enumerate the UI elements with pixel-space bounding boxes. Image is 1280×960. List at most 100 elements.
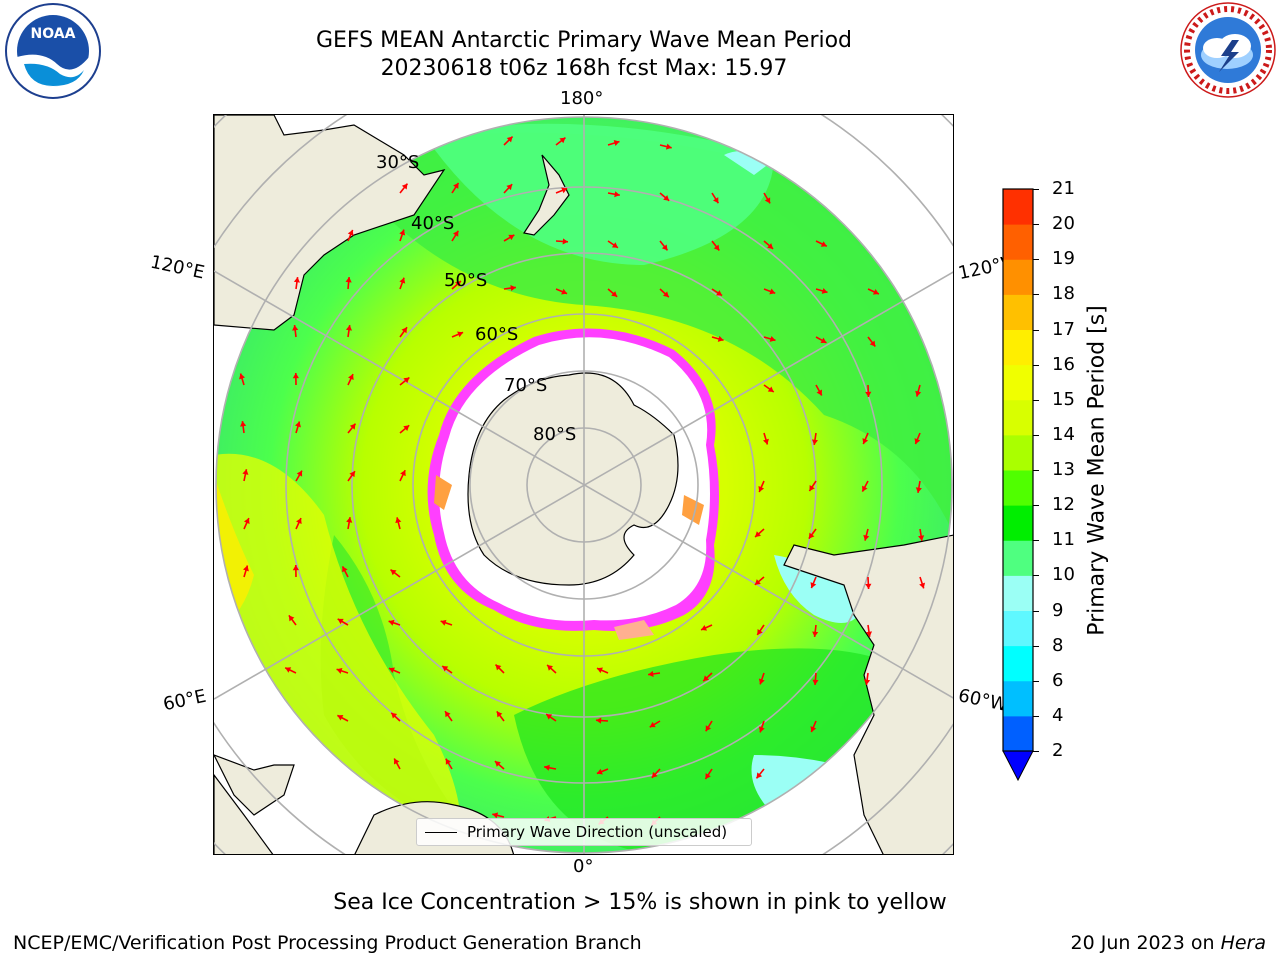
graticule	[214, 115, 953, 854]
wave-arrow-head	[758, 678, 765, 685]
wave-arrow-head	[820, 337, 827, 344]
wave-arrow-head	[596, 667, 603, 674]
colorbar-tick-label: 18	[1052, 283, 1075, 305]
colorbar-band	[1003, 294, 1033, 330]
wave-arrow-head	[767, 386, 774, 392]
wave-direction-arrows	[239, 136, 926, 826]
wave-arrow-head	[757, 628, 763, 635]
lon-label-120e: 120°E	[148, 251, 207, 284]
noaa-logo-icon: NOAA	[5, 3, 101, 99]
lat-label-40s: 40°S	[411, 213, 455, 234]
wave-arrow-head	[400, 470, 406, 477]
wave-arrow-head	[296, 470, 303, 477]
wave-arrow-head	[243, 565, 249, 572]
wave-arrow-head	[455, 280, 461, 287]
wave-arrow-head	[663, 195, 670, 201]
south-america-land	[783, 534, 953, 854]
colorbar-band	[1003, 470, 1033, 506]
colorbar-band	[1003, 399, 1033, 436]
wave-arrow-head	[869, 340, 876, 347]
colorbar-tick-mark	[1033, 610, 1039, 612]
wave-arrow-head	[816, 389, 822, 396]
wave-arrow-head	[296, 518, 302, 525]
wave-arrow-head	[292, 565, 299, 571]
wave-arrow-head	[242, 469, 249, 475]
wave-arrow-head	[808, 532, 815, 539]
wave-arrow-head	[285, 667, 292, 673]
colorbar-band	[1003, 680, 1033, 717]
wave-arrow-head	[559, 137, 566, 144]
colorbar-tick-mark	[1033, 470, 1039, 471]
colorbar-tick-mark	[1033, 751, 1039, 752]
wave-arrow-head	[561, 187, 568, 194]
colorbar	[1002, 188, 1034, 782]
colorbar-tick-mark	[1033, 505, 1039, 507]
wave-arrow-head	[348, 374, 354, 381]
lat-label-60s: 60°S	[475, 324, 519, 345]
colorbar-tick-mark	[1033, 680, 1039, 682]
wave-arrow-head	[915, 390, 922, 397]
wave-arrow-head	[767, 243, 774, 249]
wave-arrow-head	[812, 679, 819, 685]
wave-arrow-head	[915, 487, 922, 493]
colorbar-tick-label: 13	[1052, 459, 1075, 480]
wave-arrow-head	[596, 717, 602, 724]
wave-arrow-head	[393, 758, 400, 765]
wave-arrow-head	[661, 244, 668, 251]
nws-logo-icon	[1180, 2, 1276, 98]
legend-line-icon	[425, 832, 457, 833]
wave-arrow-head	[496, 711, 503, 718]
wave-arrow-head	[295, 421, 301, 428]
wave-arrow-head	[713, 244, 720, 251]
wave-arrow-head	[716, 290, 723, 296]
wave-arrow-head	[510, 285, 516, 292]
wave-arrow-head	[810, 582, 817, 589]
colorbar-tick-label: 19	[1052, 248, 1075, 270]
wave-arrow-head	[337, 618, 344, 625]
wave-arrow-head	[758, 486, 765, 493]
wave-arrow-head	[918, 535, 925, 541]
wave-arrow-head	[769, 288, 776, 295]
colorbar-tick-label: 2	[1052, 740, 1064, 761]
wave-arrow-head	[865, 391, 872, 397]
noaa-logo-text: NOAA	[31, 26, 76, 42]
wave-arrow-head	[240, 421, 247, 427]
colorbar-tick-label: 15	[1052, 388, 1075, 410]
wave-arrow-head	[243, 518, 250, 524]
colorbar-band	[1003, 434, 1033, 471]
wave-arrow-head	[862, 438, 869, 445]
new-zealand-land	[523, 154, 570, 236]
wave-arrow-head	[649, 721, 656, 728]
wave-arrow-head	[457, 331, 464, 338]
wave-arrow-head	[648, 670, 654, 678]
map-title: GEFS MEAN Antarctic Primary Wave Mean Pe…	[315, 28, 853, 53]
lat-label-80s: 80°S	[533, 424, 577, 445]
wave-arrow-head	[349, 423, 356, 430]
wave-arrow-head	[445, 758, 452, 765]
wave-arrow-head	[872, 289, 879, 295]
colorbar-tick-label: 14	[1052, 423, 1075, 445]
wave-arrow-head	[395, 517, 402, 524]
wave-arrow-head	[717, 335, 724, 342]
wave-arrow-head	[442, 666, 449, 672]
wave-arrow-head	[919, 582, 926, 589]
wave-arrow-head	[347, 229, 354, 236]
footer-date: 20 Jun 2023 on Hera	[1070, 932, 1266, 954]
wave-arrow-head	[809, 485, 815, 492]
lat-label-70s: 70°S	[504, 375, 548, 396]
lon-label-0: 0°	[573, 856, 594, 877]
wave-arrow-head	[862, 485, 868, 492]
colorbar-extend-arrow	[1002, 750, 1034, 782]
wave-arrow-head	[292, 325, 299, 331]
wave-arrow-head	[547, 664, 553, 671]
colorbar-tick-label: 12	[1052, 494, 1075, 516]
wave-arrow-head	[611, 242, 618, 248]
wave-arrow-head	[864, 679, 871, 685]
colorbar-band	[1003, 224, 1033, 260]
wave-arrow-head	[292, 373, 299, 379]
wave-arrow-head	[665, 143, 672, 150]
lon-label-60e: 60°E	[161, 685, 208, 716]
wave-arrow-head	[613, 140, 620, 146]
colorbar-tick-mark	[1033, 294, 1039, 296]
wave-arrow-head	[596, 768, 603, 775]
